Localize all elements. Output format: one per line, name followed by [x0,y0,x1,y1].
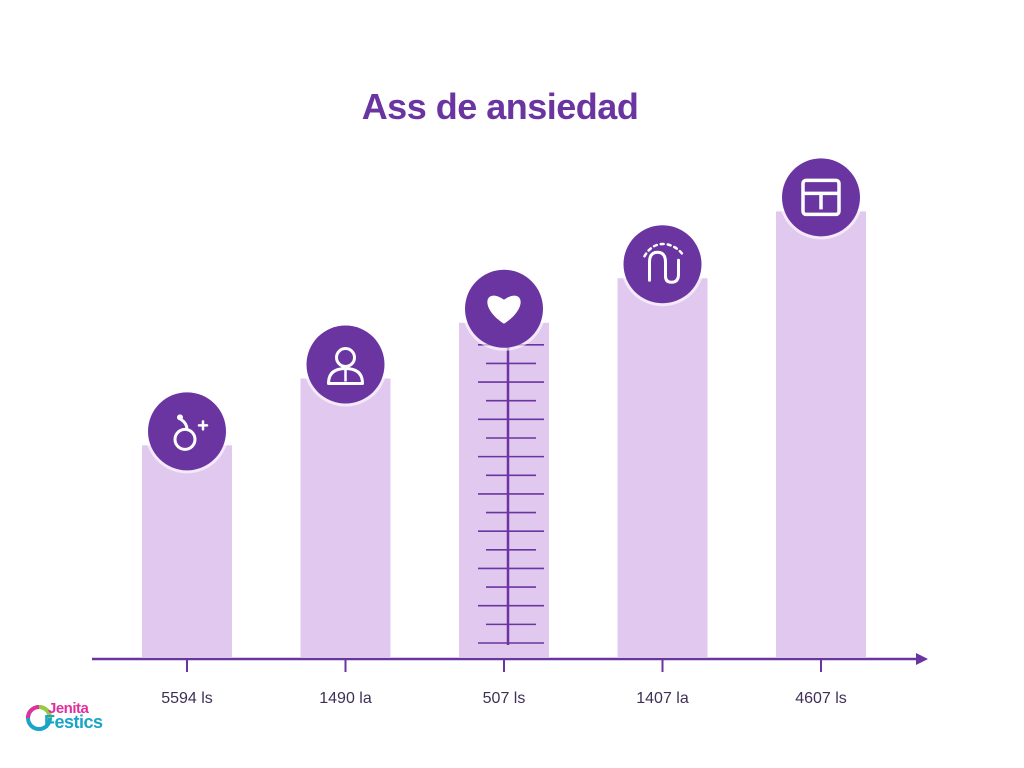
brain-icon [620,222,705,307]
box-icon [779,155,863,240]
logo-ring-icon [26,705,52,731]
x-tick-label-1: 5594 ls [161,690,213,707]
heart-icon [462,266,546,351]
x-tick-label-5: 4607 ls [795,690,847,707]
x-tick-label-4: 1407 la [636,690,689,707]
x-tick-label-2: 1490 la [319,690,372,707]
chart-title: Ass de ansiedad [361,86,639,127]
bar-5 [776,211,866,657]
icons-layer [145,155,863,474]
x-tick-labels: 5594 ls 1490 la 507 ls 1407 la 4607 ls [161,690,847,707]
bar-3 [459,322,549,657]
brand-logo: Jenita Festics [24,700,144,744]
logo-text-line2: Festics [44,712,103,732]
x-tick-label-3: 507 ls [483,690,526,707]
x-axis [92,653,928,672]
bar-4 [617,278,708,657]
bar-2 [300,378,391,657]
logo-text-line1: Jenita [48,700,89,717]
x-axis-arrow [916,653,928,665]
person-icon [303,322,388,407]
bar-1 [142,445,232,657]
bars-layer [142,211,866,657]
bulb-plus-icon [145,389,229,474]
